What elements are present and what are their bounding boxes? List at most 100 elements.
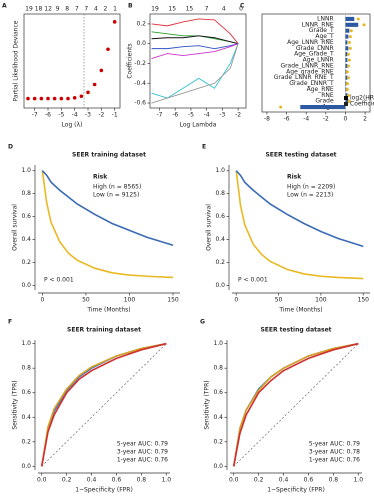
y-tick-label: 0.4: [213, 414, 223, 421]
series-line: [40, 342, 167, 467]
y-tick-label: 0.6: [21, 389, 31, 396]
panel-label: A: [2, 3, 7, 10]
y-axis-label: Overall survival: [12, 204, 19, 251]
y-tick-label: 0.2: [213, 438, 223, 445]
point: [79, 94, 84, 99]
y-tick-label: 0.2: [136, 20, 146, 27]
x-tick-label: -4: [72, 112, 78, 119]
x-axis-label: 1−Specificity (FPR): [75, 487, 133, 494]
y-axis-label: Coefficients: [127, 43, 134, 78]
point: [39, 96, 44, 101]
top-label: 7: [205, 6, 209, 13]
top-label: 1: [113, 6, 117, 13]
top-label: 19: [25, 6, 33, 13]
x-tick-label: 50: [275, 297, 283, 304]
x-tick-label: 0.4: [279, 477, 289, 484]
x-tick-label: 0.6: [304, 477, 314, 484]
y-tick-label: 1.0: [21, 340, 31, 347]
legend-swatch: [344, 102, 348, 106]
category-label: Age_LNNR_RNE: [287, 39, 334, 46]
x-tick-label: 0.4: [87, 477, 97, 484]
x-tick-label: 150: [358, 297, 370, 304]
top-label: 7: [75, 6, 79, 13]
x-tick-label: 0.6: [112, 477, 122, 484]
series-line: [151, 43, 239, 59]
category-label: Grade_LNNR_RNE_T: [274, 74, 334, 81]
point: [46, 96, 50, 101]
top-label: 15: [168, 6, 176, 13]
x-tick-label: 0: [344, 116, 348, 123]
x-tick-label: -6: [172, 112, 178, 119]
y-tick-label: 0.0: [21, 463, 31, 470]
plot-frame: [261, 13, 371, 113]
bar: [300, 105, 346, 110]
point: [346, 64, 350, 68]
x-tick-label: 1.0: [161, 477, 171, 484]
x-tick-label: 0.8: [137, 477, 147, 484]
plot-frame: [23, 13, 121, 109]
top-label: 2: [104, 6, 108, 13]
y-tick-label: -0.6: [134, 100, 146, 107]
category-label: Grade: [315, 98, 334, 105]
y-tick-label: 0.0: [213, 463, 223, 470]
x-tick-label: 0: [40, 297, 44, 304]
panel-label: D: [8, 144, 13, 151]
panel-label: C: [240, 3, 245, 10]
category-label: Grade_LNNR: [296, 45, 334, 52]
point: [52, 96, 57, 101]
y-axis-label: Overall survival: [206, 204, 213, 251]
legend-label: 1-year AUC: 0.76: [117, 457, 168, 464]
top-label: 18: [35, 6, 43, 13]
y-tick-label: 0.4: [215, 236, 225, 243]
chart-title: SEER training dataset: [72, 152, 146, 159]
x-tick-label: -2: [235, 112, 241, 119]
top-label: 8: [65, 6, 69, 13]
point: [112, 20, 117, 24]
legend-label: 3-year AUC: 0.78: [309, 449, 360, 456]
chart-title: SEER training dataset: [67, 327, 141, 334]
x-axis-label: Time (Months): [86, 307, 130, 314]
y-tick-label: 1.0: [213, 340, 223, 347]
x-tick-label: -2: [98, 112, 104, 119]
category-label: LNNR: [317, 15, 334, 22]
category-label: Age_RNE: [307, 86, 334, 93]
chart-title: SEER testing dataset: [265, 152, 336, 159]
legend-label: 3-year AUC: 0.79: [117, 449, 168, 456]
x-tick-label: 1.0: [353, 477, 363, 484]
category-label: Grade_LNNR_RNE: [280, 62, 333, 69]
y-tick-label: 0.6: [213, 389, 223, 396]
series-line: [232, 342, 359, 467]
top-label: 7: [84, 6, 88, 13]
series-line: [151, 35, 239, 45]
point: [345, 70, 349, 74]
x-tick-label: -2: [323, 116, 329, 123]
x-tick-label: 100: [124, 297, 136, 304]
category-label: Age_grade_RNE: [286, 68, 334, 75]
y-tick-label: 0.0: [136, 40, 146, 47]
series-line: [235, 170, 364, 280]
chance-line: [233, 343, 359, 467]
y-tick-label: 0.4: [21, 236, 31, 243]
point: [362, 23, 366, 27]
top-label: 19: [151, 6, 159, 13]
y-tick-label: 0.8: [21, 190, 31, 197]
series-line: [151, 18, 239, 44]
bar: [345, 16, 355, 21]
legend-title: Risk: [93, 174, 108, 181]
point: [347, 40, 351, 44]
bar: [345, 40, 348, 45]
point: [347, 58, 351, 62]
point: [348, 35, 352, 39]
x-axis-label: 1−Specificity (FPR): [267, 487, 325, 494]
y-tick-label: 0.8: [215, 190, 225, 197]
category-label: RNE: [321, 92, 334, 99]
x-tick-label: -3: [219, 112, 225, 119]
legend-label: 5-year AUC: 0.79: [309, 441, 360, 448]
x-tick-label: -5: [58, 112, 64, 119]
y-tick-label: 1.0: [21, 167, 31, 174]
top-label: 4: [222, 6, 226, 13]
x-tick-label: -4: [303, 116, 309, 123]
y-axis-label: Sensitivity (TPR): [204, 380, 211, 429]
series-line: [41, 170, 174, 247]
x-axis-label: Log Lambda: [180, 122, 217, 129]
